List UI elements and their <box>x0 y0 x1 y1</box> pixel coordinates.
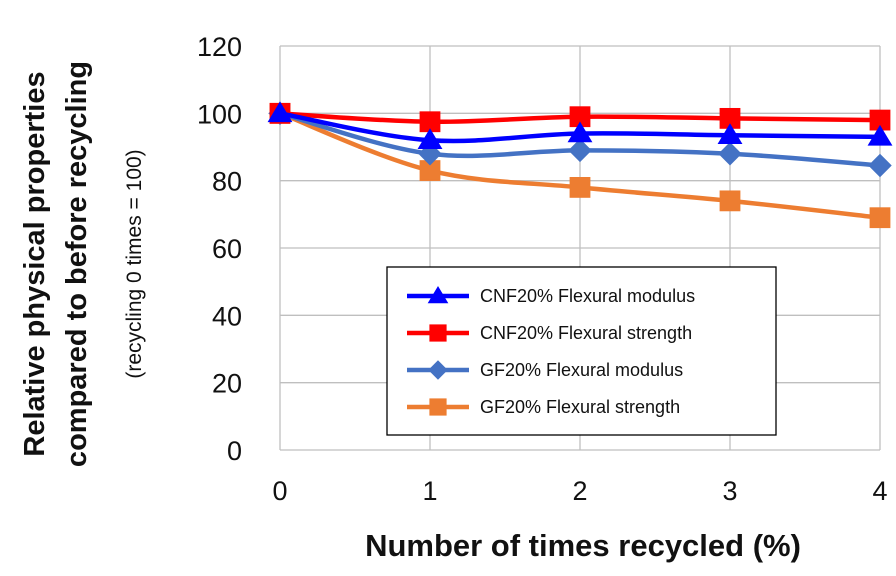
data-point <box>717 123 743 144</box>
data-point <box>267 101 293 123</box>
x-tick-label: 1 <box>422 476 437 506</box>
x-tick-label: 4 <box>872 476 887 506</box>
data-point <box>869 207 891 229</box>
y-tick-label: 0 <box>227 436 242 466</box>
y-axis-title-line2: compared to before recycling <box>61 61 93 467</box>
y-tick-label: 120 <box>197 32 242 62</box>
legend-marker <box>429 398 447 416</box>
y-tick-label: 60 <box>212 234 242 264</box>
legend-label: GF20% Flexural strength <box>480 397 680 417</box>
tick-labels: 0 20 40 60 80 100 120 0 1 2 3 4 <box>197 32 888 506</box>
data-point <box>417 128 443 150</box>
legend-label: CNF20% Flexural strength <box>480 323 692 343</box>
legend-entry: GF20% Flexural strength <box>407 397 680 417</box>
series-1 <box>267 101 893 150</box>
legend-marker <box>427 286 449 304</box>
x-axis-title: Number of times recycled (%) <box>365 528 801 563</box>
legend: CNF20% Flexural modulus CNF20% Flexural s… <box>386 266 777 436</box>
data-point <box>867 124 893 146</box>
legend-marker <box>428 360 448 380</box>
y-axis-note: (recycling 0 times = 100) <box>123 149 146 378</box>
legend-marker <box>429 324 447 342</box>
x-tick-label: 3 <box>722 476 737 506</box>
y-tick-label: 40 <box>212 301 242 331</box>
y-tick-label: 100 <box>197 99 242 129</box>
data-point <box>568 138 592 163</box>
data-point <box>567 121 593 143</box>
y-axis-title-line1: Relative physical properties <box>19 71 51 456</box>
y-tick-label: 80 <box>212 167 242 197</box>
data-point <box>718 142 742 166</box>
legend-entry: GF20% Flexural modulus <box>407 360 683 380</box>
x-tick-label: 0 <box>272 476 287 506</box>
legend-entry: CNF20% Flexural modulus <box>407 286 695 306</box>
y-tick-label: 20 <box>212 369 242 399</box>
series-lines <box>267 101 893 229</box>
legend-label: CNF20% Flexural modulus <box>480 286 695 306</box>
data-point <box>868 153 892 178</box>
legend-label: GF20% Flexural modulus <box>480 360 683 380</box>
x-tick-label: 2 <box>572 476 587 506</box>
data-point <box>569 177 591 198</box>
data-point <box>719 190 741 212</box>
legend-entry: CNF20% Flexural strength <box>407 323 692 343</box>
